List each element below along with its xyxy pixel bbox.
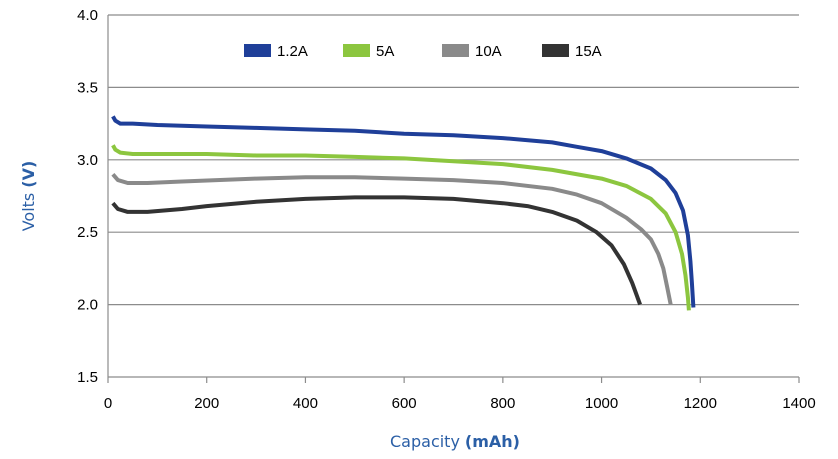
- y-tick-label: 3.5: [77, 79, 98, 96]
- series-line-5a: [111, 144, 691, 311]
- x-axis-title-unit: (mAh): [465, 432, 520, 451]
- legend-swatch: [442, 44, 469, 57]
- x-tick-label: 400: [293, 395, 318, 412]
- legend-label: 1.2A: [277, 43, 308, 60]
- y-tick-label: 2.5: [77, 224, 98, 241]
- x-tick-label: 1400: [782, 395, 815, 412]
- x-tick-label: 200: [194, 395, 219, 412]
- x-tick-label: 1200: [684, 395, 717, 412]
- legend-label: 10A: [475, 43, 502, 60]
- gridlines: [108, 14, 799, 378]
- y-tick-label: 2.0: [77, 297, 98, 314]
- x-tick-label: 1000: [585, 395, 618, 412]
- legend: 1.2A 5A 10A 15A: [244, 43, 602, 60]
- series-line-15a: [111, 195, 642, 306]
- y-axis-title-text: Volts: [19, 193, 38, 232]
- x-axis-title: Capacity (mAh): [390, 432, 520, 451]
- axes: 1.5 2.0 2.5 3.0 3.5 4.0 0 200 400 600 800 1000 1200 1…: [77, 7, 816, 412]
- legend-label: 15A: [575, 43, 602, 60]
- y-tick-label: 4.0: [77, 7, 98, 24]
- y-axis-title: Volts (V): [19, 161, 38, 232]
- y-tick-label: 3.0: [77, 152, 98, 169]
- legend-swatch: [542, 44, 569, 57]
- x-tick-label: 600: [392, 395, 417, 412]
- series-line-1-2a: [111, 115, 696, 308]
- legend-swatch: [343, 44, 370, 57]
- x-tick-label: 800: [490, 395, 515, 412]
- legend-swatch: [244, 44, 271, 57]
- y-axis-title-unit: (V): [19, 161, 38, 188]
- y-tick-label: 1.5: [77, 369, 98, 386]
- series-lines: [111, 115, 696, 311]
- x-tick-label: 0: [104, 395, 112, 412]
- legend-label: 5A: [376, 43, 394, 60]
- x-axis-title-text: Capacity: [390, 432, 460, 451]
- series-line-10a: [111, 172, 673, 305]
